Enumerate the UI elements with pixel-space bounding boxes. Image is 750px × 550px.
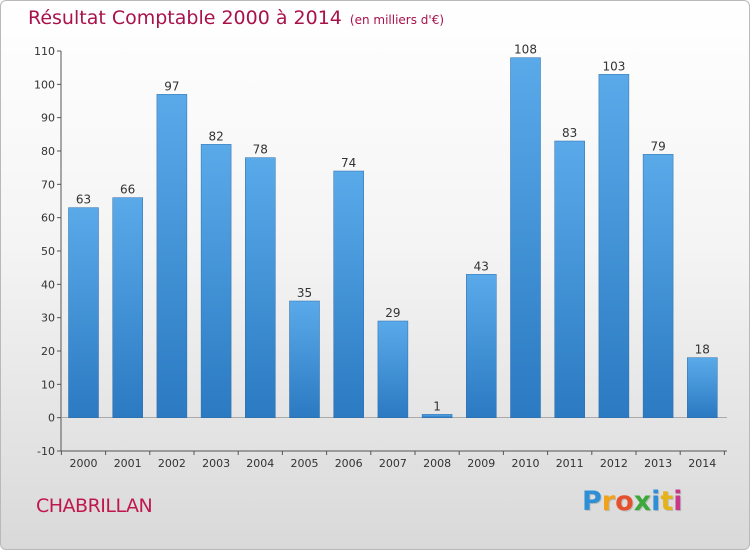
bar-2007 [377,320,409,418]
y-tick-label: 70 [41,178,55,191]
data-labels: 63 66 97 82 78 35 74 29 1 43 108 83 103 79 18 [76,43,710,414]
bar-2013 [642,154,674,418]
y-tick-label: 80 [41,145,55,158]
bar-2010 [510,57,541,418]
y-tick-label: 100 [34,78,55,91]
data-label-2014: 18 [695,343,710,357]
y-tick-label: 40 [41,278,55,291]
y-tick-label: 20 [41,345,55,358]
y-tick-label: 0 [48,412,55,425]
x-tick-label: 2010 [512,457,540,470]
data-label-2007: 29 [385,306,400,320]
bar-2011 [554,140,585,418]
data-label-2013: 79 [650,139,665,153]
chart-title: Résultat Comptable 2000 à 2014 [28,7,342,29]
bar-2005 [289,300,320,418]
logo-letter: x [633,486,652,517]
chart-subtitle: (en milliers d'€) [349,13,445,27]
y-tick-label: 60 [41,212,55,225]
x-tick-label: 2011 [556,457,584,470]
bar-2009 [466,274,497,418]
data-label-2005: 35 [297,286,312,300]
commune-name: CHABRILLAN [36,495,153,517]
data-label-2009: 43 [474,259,489,273]
bar-2001 [112,197,143,418]
x-tick-label: 2007 [379,457,407,470]
bar-2014 [687,357,718,418]
data-label-2003: 82 [208,129,223,143]
bars [68,57,718,418]
logo-letter: o [615,486,634,517]
bar-2002 [156,94,188,418]
logo-letter: i [673,486,683,517]
x-tick-label: 2009 [467,457,495,470]
y-tick-label: -10 [37,445,55,458]
data-label-2006: 74 [341,156,356,170]
proxiti-logo: Proxiti [582,486,683,517]
logo-letter: i [651,486,661,517]
x-tick-label: 2000 [70,457,98,470]
y-tick-label: 90 [41,112,55,125]
x-tick-label: 2002 [158,457,186,470]
y-tick-label: 110 [34,45,55,58]
bar-2003 [200,144,232,418]
x-tick-label: 2013 [644,457,672,470]
x-tick-label: 2005 [291,457,319,470]
data-label-2010: 108 [514,43,537,57]
data-label-2008: 1 [433,399,441,413]
title-row: Résultat Comptable 2000 à 2014 (en millie… [28,7,444,29]
y-tick-label: 50 [41,245,55,258]
x-axis: 2000 2001 2002 2003 2004 2005 2006 2007 2008 2009… [60,417,727,470]
x-tick-label: 2012 [600,457,628,470]
x-tick-label: 2008 [423,457,451,470]
data-label-2001: 66 [120,183,135,197]
bar-2004 [245,157,276,418]
data-label-2012: 103 [602,59,625,73]
bar-2006 [333,170,364,418]
data-label-2002: 97 [164,79,179,93]
bar-2008 [421,414,453,418]
x-tick-label: 2004 [246,457,274,470]
data-label-2000: 63 [76,193,91,207]
bar-2000 [68,207,99,418]
y-axis: -10 0 10 20 30 40 50 60 70 80 90 100 110 [34,45,62,458]
logo-letter: r [601,486,616,517]
y-tick-label: 10 [41,378,55,391]
bar-2012 [598,74,630,418]
data-label-2011: 83 [562,126,577,140]
data-label-2004: 78 [253,143,268,157]
x-tick-label: 2006 [335,457,363,470]
logo-letter: t [660,486,674,517]
x-tick-label: 2001 [114,457,142,470]
x-tick-label: 2003 [202,457,230,470]
x-tick-label: 2014 [688,457,716,470]
logo-letter: P [582,486,602,517]
y-tick-label: 30 [41,312,55,325]
